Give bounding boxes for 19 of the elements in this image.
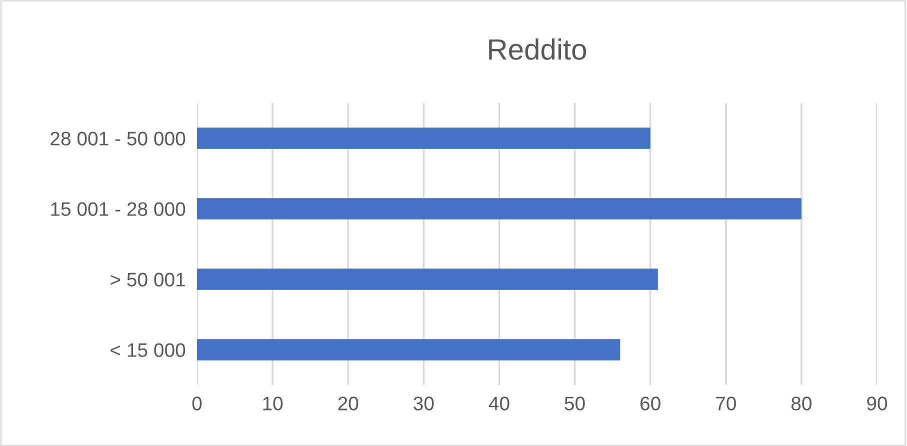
y-tick-label: 15 001 - 28 000 (51, 202, 186, 216)
x-tick-label: 80 (791, 396, 812, 410)
bar (197, 128, 650, 149)
x-tick-label: 70 (716, 396, 736, 410)
x-tick-label: 10 (263, 396, 283, 410)
x-tick-label: 40 (488, 396, 510, 410)
x-tick-label: 0 (192, 396, 202, 410)
x-tick-label: 90 (867, 396, 888, 410)
y-tick-label: 28 001 - 50 000 (50, 132, 186, 146)
y-tick-label: > 50 001 (110, 272, 185, 286)
bar (197, 339, 620, 360)
x-tick-label: 20 (338, 396, 358, 410)
bar (197, 268, 658, 290)
chart-title: Reddito (489, 38, 586, 60)
bar (197, 198, 802, 220)
x-tick-label: 60 (640, 396, 660, 410)
x-tick-label: 30 (414, 396, 434, 410)
x-tick-label: 50 (564, 396, 585, 410)
y-tick-label: < 15 000 (110, 343, 186, 357)
